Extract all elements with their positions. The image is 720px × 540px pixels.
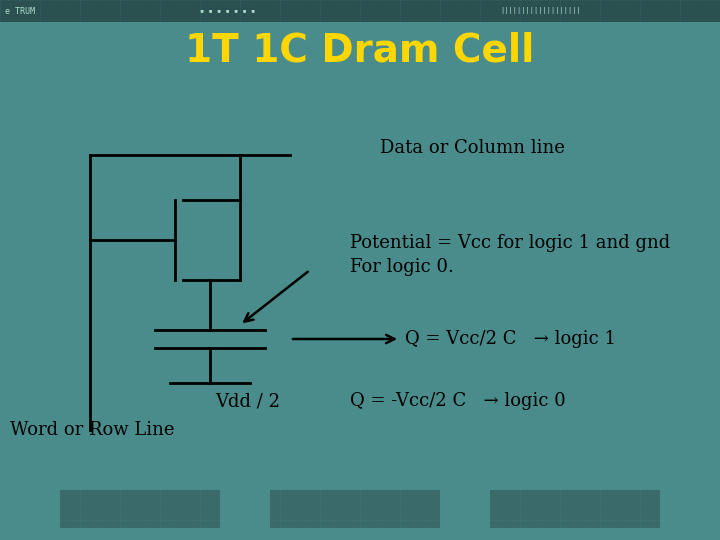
FancyBboxPatch shape [60,490,220,528]
Text: Word or Row Line: Word or Row Line [10,421,174,439]
Text: Potential = Vcc for logic 1 and gnd
For logic 0.: Potential = Vcc for logic 1 and gnd For … [350,233,670,276]
FancyBboxPatch shape [270,490,440,528]
FancyBboxPatch shape [490,490,660,528]
Text: e TRUM: e TRUM [5,6,35,16]
FancyBboxPatch shape [0,0,720,22]
Text: Data or Column line: Data or Column line [380,139,565,157]
Text: 1T 1C Dram Cell: 1T 1C Dram Cell [185,31,535,69]
Text: Q = -Vcc/2 C   → logic 0: Q = -Vcc/2 C → logic 0 [350,392,566,410]
Text: ▪ ▪ ▪ ▪ ▪ ▪ ▪: ▪ ▪ ▪ ▪ ▪ ▪ ▪ [200,8,256,14]
Text: Q = Vcc/2 C   → logic 1: Q = Vcc/2 C → logic 1 [405,330,616,348]
Text: Vdd / 2: Vdd / 2 [215,392,280,410]
Text: |||||||||||||||||||: ||||||||||||||||||| [500,8,581,15]
